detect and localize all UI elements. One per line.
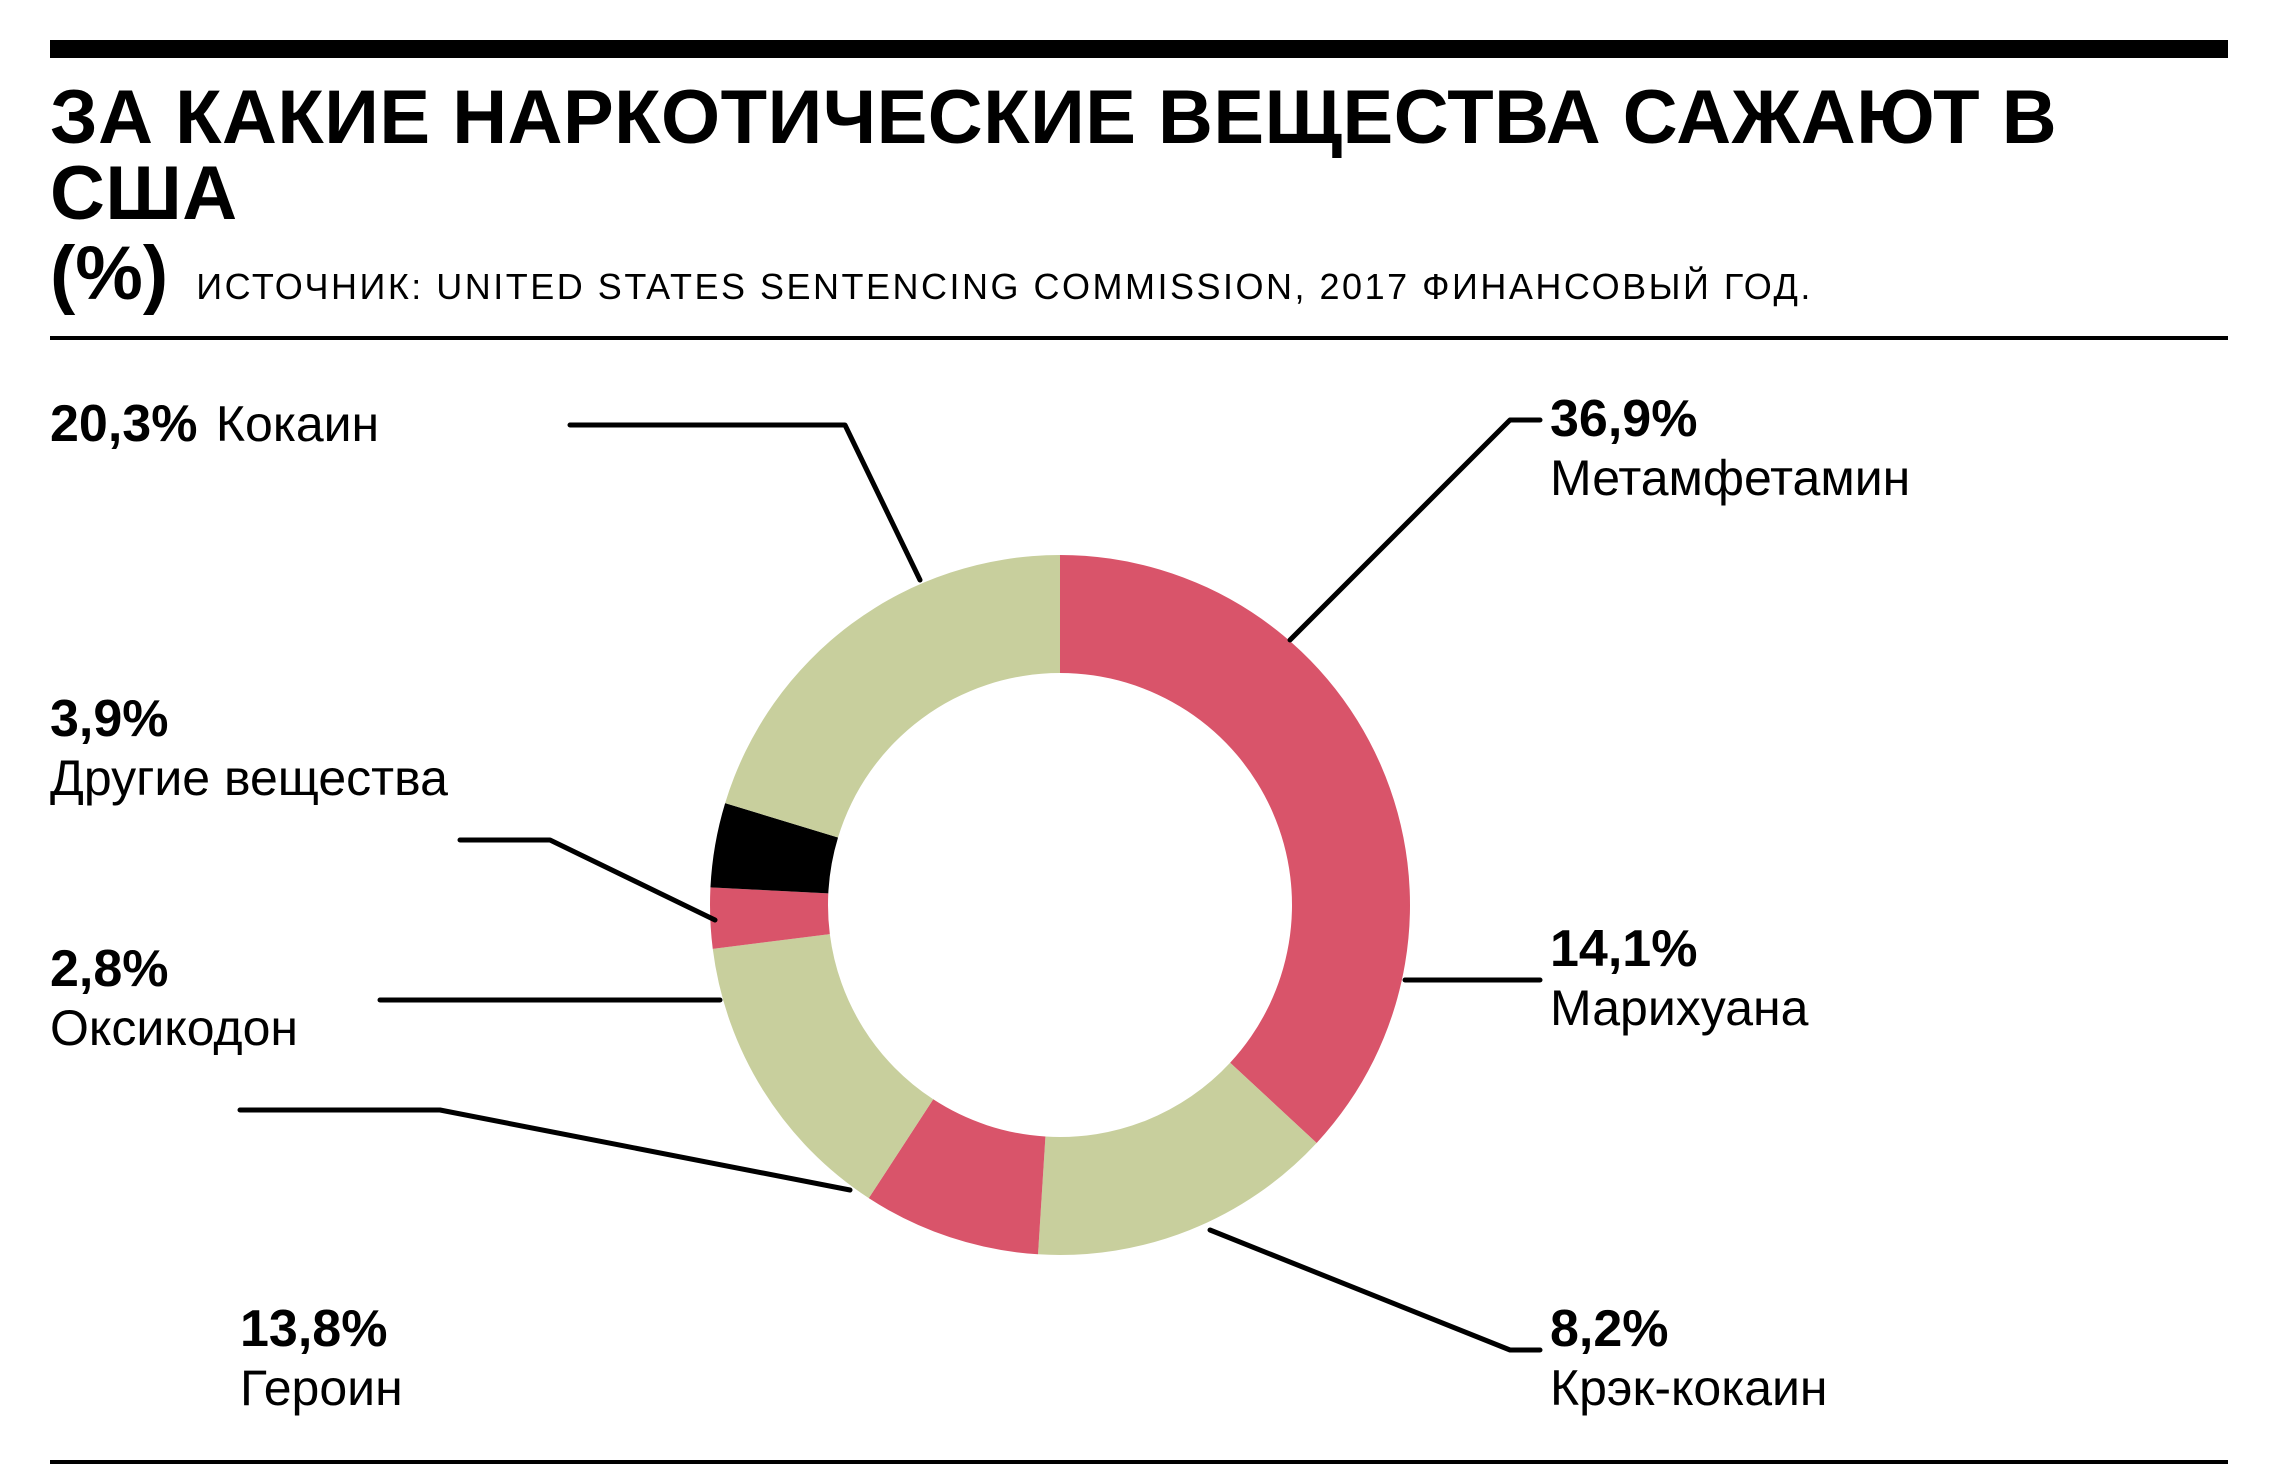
label-heroin: 13,8% Героин [240, 1300, 403, 1416]
label-cocaine-name: Кокаин [216, 396, 379, 452]
chart-title-pct: (%) [50, 236, 168, 312]
chart-area: 20,3% Кокаин 3,9% Другие вещества 2,8% О… [50, 340, 2228, 1460]
label-crack: 8,2% Крэк-кокаин [1550, 1300, 1828, 1416]
leader-crack [1210, 1230, 1540, 1350]
label-meth-pct: 36,9% [1550, 390, 1910, 448]
label-oxy-name: Оксикодон [50, 1000, 298, 1056]
slice-cocaine [725, 555, 1060, 837]
leader-meth [1290, 420, 1540, 640]
label-meth-name: Метамфетамин [1550, 450, 1910, 506]
leader-cocaine [570, 425, 920, 580]
label-oxy: 2,8% Оксикодон [50, 940, 298, 1056]
label-cocaine-pct: 20,3% [50, 395, 197, 453]
bottom-rule [50, 1460, 2228, 1464]
slice-meth [1060, 555, 1410, 1143]
title-block: ЗА КАКИЕ НАРКОТИЧЕСКИЕ ВЕЩЕСТВА САЖАЮТ В… [50, 80, 2228, 312]
label-other-pct: 3,9% [50, 690, 448, 748]
top-rule [50, 40, 2228, 58]
page: ЗА КАКИЕ НАРКОТИЧЕСКИЕ ВЕЩЕСТВА САЖАЮТ В… [0, 0, 2278, 1434]
label-marijuana-pct: 14,1% [1550, 920, 1808, 978]
label-crack-name: Крэк-кокаин [1550, 1360, 1828, 1416]
label-heroin-pct: 13,8% [240, 1300, 403, 1358]
label-meth: 36,9% Метамфетамин [1550, 390, 1910, 506]
donut-chart [50, 340, 2228, 1460]
leader-other [460, 840, 715, 920]
label-other: 3,9% Другие вещества [50, 690, 448, 806]
label-marijuana: 14,1% Марихуана [1550, 920, 1808, 1036]
label-other-name: Другие вещества [50, 750, 448, 806]
label-cocaine: 20,3% Кокаин [50, 395, 379, 453]
chart-source: ИСТОЧНИК: UNITED STATES SENTENCING COMMI… [196, 269, 1813, 305]
label-crack-pct: 8,2% [1550, 1300, 1828, 1358]
leader-heroin [240, 1110, 850, 1190]
label-marijuana-name: Марихуана [1550, 980, 1808, 1036]
label-oxy-pct: 2,8% [50, 940, 298, 998]
label-heroin-name: Героин [240, 1360, 403, 1416]
chart-title: ЗА КАКИЕ НАРКОТИЧЕСКИЕ ВЕЩЕСТВА САЖАЮТ В… [50, 80, 2228, 232]
